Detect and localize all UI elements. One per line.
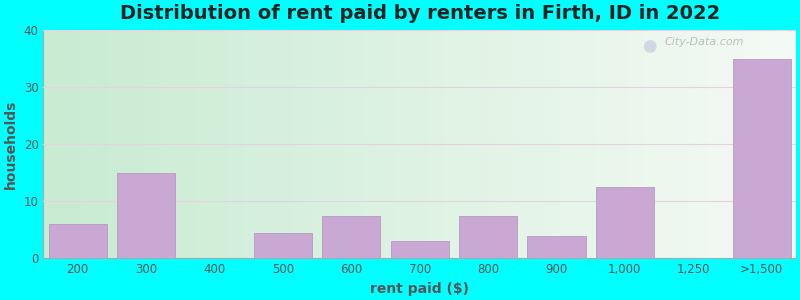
Bar bbox=[596, 187, 654, 258]
Bar bbox=[390, 241, 449, 258]
Text: City-Data.com: City-Data.com bbox=[664, 37, 744, 47]
Bar bbox=[733, 59, 790, 258]
Title: Distribution of rent paid by renters in Firth, ID in 2022: Distribution of rent paid by renters in … bbox=[119, 4, 720, 23]
Bar bbox=[117, 173, 175, 258]
Bar bbox=[254, 233, 312, 258]
Bar bbox=[527, 236, 586, 258]
Bar bbox=[49, 224, 106, 258]
Y-axis label: households: households bbox=[4, 100, 18, 189]
X-axis label: rent paid ($): rent paid ($) bbox=[370, 282, 469, 296]
Bar bbox=[459, 216, 517, 258]
Text: ●: ● bbox=[642, 37, 656, 55]
Bar bbox=[322, 216, 380, 258]
